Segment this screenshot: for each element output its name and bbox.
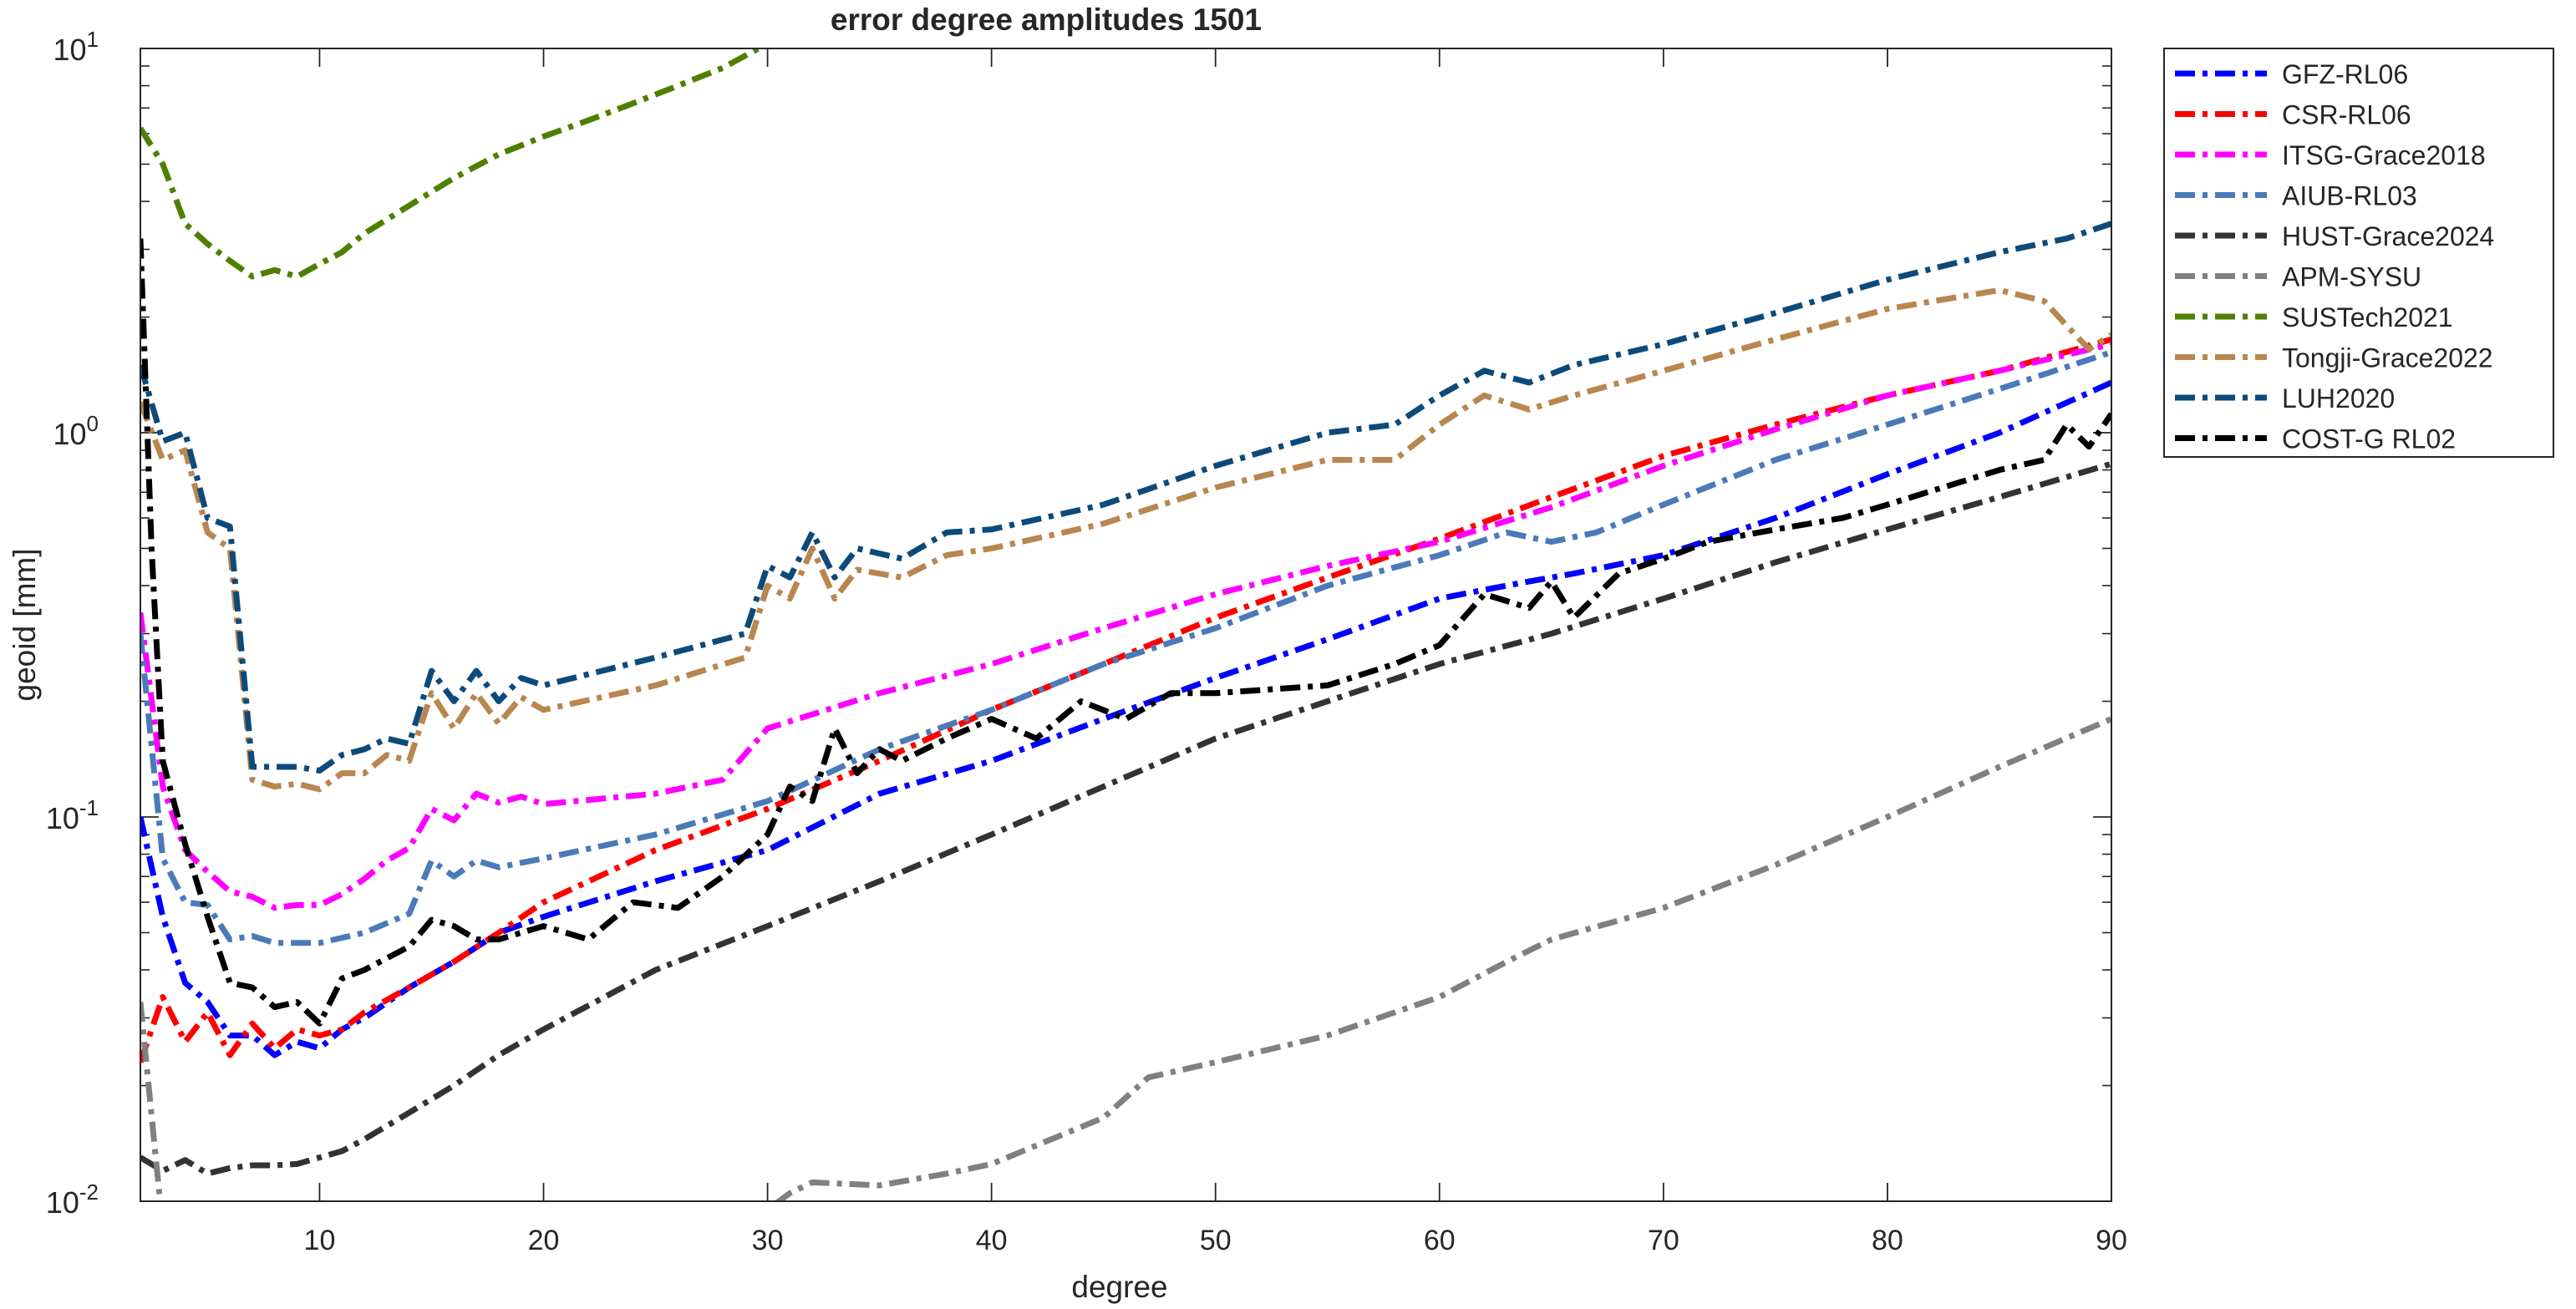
series-line-0 — [140, 379, 2111, 1058]
x-tick-label: 50 — [1200, 1225, 1232, 1256]
series-line-6 — [140, 48, 765, 280]
x-tick-labels: 10 20 30 40 50 60 70 80 90 — [304, 1225, 2127, 1256]
y-tick-exponent: -1 — [79, 795, 99, 820]
series-line-9 — [140, 238, 2111, 1027]
legend-label: AIUB-RL03 — [2282, 181, 2417, 211]
y-tick-exponent: 1 — [87, 27, 99, 52]
plot-background — [140, 48, 2111, 1201]
series-line-2 — [140, 341, 2111, 911]
plot-frame — [140, 48, 2112, 1202]
legend-label: CSR-RL06 — [2282, 100, 2411, 130]
y-tick-label: 100 — [53, 411, 99, 451]
legend-label: APM-SYSU — [2282, 262, 2421, 292]
x-tick-label: 10 — [304, 1225, 336, 1256]
series-line-7 — [140, 287, 2111, 793]
y-tick-label: 10-2 — [46, 1180, 99, 1220]
series-line-3 — [140, 349, 2111, 946]
x-axis-label: degree — [1071, 1270, 1167, 1304]
y-tick-exponent: -2 — [79, 1180, 99, 1205]
x-tick-label: 90 — [2096, 1225, 2127, 1256]
legend-label: SUSTech2021 — [2282, 302, 2453, 332]
y-tick-base: 10 — [53, 33, 86, 67]
y-tick-base: 10 — [53, 417, 86, 451]
legend-label: HUST-Grace2024 — [2282, 221, 2494, 251]
y-axis-label: geoid [mm] — [8, 548, 42, 701]
chart-title: error degree amplitudes 1501 — [831, 3, 1262, 37]
y-tick-label: 10-1 — [46, 795, 99, 835]
y-tick-label: 101 — [53, 27, 99, 67]
minor-ticks — [140, 65, 2111, 1087]
y-tick-base: 10 — [46, 801, 79, 835]
legend: GFZ-RL06 CSR-RL06 ITSG-Grace2018 AIUB-RL03 H… — [2163, 48, 2554, 458]
x-tick-label: 80 — [1872, 1225, 1903, 1256]
series-line-5 — [140, 716, 2111, 1201]
y-tick-base: 10 — [46, 1185, 79, 1220]
legend-label: ITSG-Grace2018 — [2282, 140, 2486, 170]
series-line-1 — [140, 336, 2111, 1063]
series-layer — [140, 48, 2111, 1201]
x-tick-label: 20 — [528, 1225, 560, 1256]
x-tick-label: 40 — [976, 1225, 1008, 1256]
x-tick-label: 70 — [1648, 1225, 1679, 1256]
series-line-8 — [140, 221, 2111, 774]
x-tick-label: 30 — [752, 1225, 784, 1256]
legend-label: Tongji-Grace2022 — [2282, 343, 2493, 373]
legend-label: COST-G RL02 — [2282, 424, 2456, 454]
series-line-4 — [140, 460, 2111, 1177]
legend-label: GFZ-RL06 — [2282, 59, 2408, 89]
y-tick-exponent: 0 — [87, 411, 99, 436]
x-tick-label: 60 — [1424, 1225, 1456, 1256]
legend-label: LUH2020 — [2282, 383, 2395, 414]
